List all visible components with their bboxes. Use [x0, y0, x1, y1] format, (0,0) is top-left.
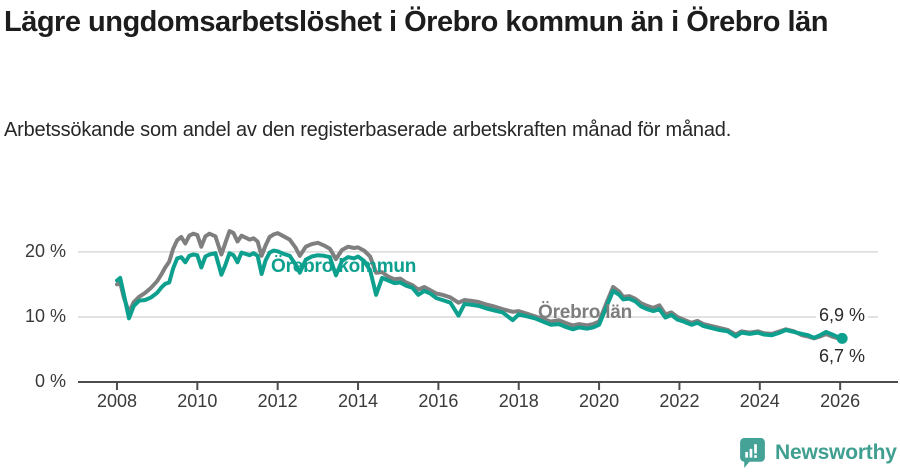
x-tick-label: 2024	[739, 391, 780, 411]
series-end-dot	[836, 332, 848, 344]
x-tick-label: 2014	[337, 391, 379, 411]
y-tick-label: 0 %	[34, 371, 66, 391]
x-tick-label: 2022	[659, 391, 700, 411]
x-tick-label: 2026	[820, 391, 861, 411]
chart-title: Lägre ungdomsarbetslöshet i Örebro kommu…	[4, 6, 828, 38]
series-line	[115, 229, 845, 341]
series-line	[115, 248, 845, 341]
end-value-kommun: 6,7 %	[816, 346, 869, 367]
x-tick-label: 2018	[498, 391, 539, 411]
gridlines	[78, 251, 878, 318]
newsworthy-logo-icon	[740, 437, 765, 468]
series-label-lan: Örebro län	[538, 302, 633, 323]
x-tick-label: 2008	[96, 391, 137, 411]
x-tick-label: 2012	[257, 391, 298, 411]
x-tick-label: 2010	[177, 391, 218, 411]
y-tick-label: 20 %	[24, 240, 66, 261]
brand-footer: Newsworthy	[740, 437, 897, 469]
x-tick-label: 2016	[418, 391, 459, 411]
series-lines	[115, 229, 848, 344]
brand-name: Newsworthy	[775, 441, 897, 464]
series-label-kommun: Örebro kommun	[271, 256, 417, 277]
x-tick-label: 2020	[579, 391, 620, 411]
x-axis	[78, 381, 898, 390]
chart-subtitle: Arbetssökande som andel av den registerb…	[4, 119, 732, 141]
y-tick-label: 10 %	[24, 305, 66, 326]
end-value-lan: 6,9 %	[816, 305, 869, 326]
